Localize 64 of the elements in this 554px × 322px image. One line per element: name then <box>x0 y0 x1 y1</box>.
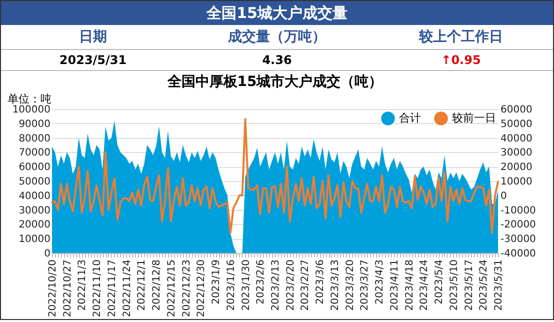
x-tick-label: 2022/12/30 <box>196 260 208 318</box>
x-tick-label: 2023/1/9 <box>211 260 222 304</box>
y2-tick-label: 50000 <box>500 118 532 130</box>
x-tick-label: 2023/5/31 <box>494 260 504 311</box>
x-tick-label: 2023/5/4 <box>434 260 446 304</box>
y-tick-label: 0 <box>44 248 50 260</box>
text: 全国15城大户成交量 <box>1 1 553 25</box>
x-tick-label: 2022/10/20 <box>48 260 58 318</box>
x-tick-label: 2023/5/10 <box>448 260 460 311</box>
x-tick-label: 2023/3/6 <box>315 260 326 304</box>
x-tick-label: 2022/12/23 <box>181 260 192 318</box>
x-tick-label: 2023/1/30 <box>240 260 252 311</box>
text: ↑0.95 <box>440 52 482 69</box>
y-tick-label: 90000 <box>18 118 50 130</box>
y2-tick-label: -30000 <box>500 234 536 246</box>
x-tick-label: 2022/11/24 <box>122 260 133 318</box>
y2-tick-label: -10000 <box>500 205 536 216</box>
text: 较上个工作日 <box>418 28 504 47</box>
y2-tick-label: -40000 <box>500 248 536 260</box>
y-tick-label: 100000 <box>12 104 50 116</box>
x-tick-label: 2023/3/13 <box>330 260 341 311</box>
y2-tick-label: 30000 <box>500 148 532 159</box>
y2-tick-label: 60000 <box>500 104 532 116</box>
x-tick-label: 2022/11/3 <box>77 260 88 311</box>
x-tick-label: 2023/2/27 <box>300 260 312 311</box>
y2-tick-label: 40000 <box>500 133 532 144</box>
x-tick-label: 2023/4/24 <box>419 260 430 311</box>
x-tick-label: 2023/3/20 <box>344 260 356 311</box>
y2-tick-label: 20000 <box>500 162 532 174</box>
y-axis-title: 单位：吨 <box>8 92 52 106</box>
x-tick-label: 2023/3/27 <box>360 260 371 311</box>
y2-tick-label: -20000 <box>500 220 536 231</box>
y-tick-label: 50000 <box>18 176 50 188</box>
x-tick-label: 2023/2/20 <box>285 260 296 311</box>
x-tick-label: 2023/2/6 <box>256 260 267 304</box>
x-tick-label: 2023/5/17 <box>464 260 475 311</box>
x-tick-label: 2023/4/3 <box>374 260 386 304</box>
x-tick-label: 2022/12/1 <box>136 260 148 311</box>
y-tick-label: 30000 <box>18 205 50 216</box>
x-tick-label: 2022/11/17 <box>106 260 118 318</box>
text: 4.36 <box>261 52 293 69</box>
y-tick-label: 60000 <box>18 162 50 174</box>
legend-label: 较前一日 <box>452 111 496 124</box>
x-tick-label: 2023/2/13 <box>270 260 282 311</box>
x-tick-label: 2022/11/10 <box>92 260 104 318</box>
chart-title: 全国中厚板15城市大户成交（吨） <box>166 73 383 90</box>
x-tick-label: 2023/4/18 <box>404 260 416 311</box>
x-tick-label: 2022/12/15 <box>166 260 178 318</box>
y-tick-label: 10000 <box>18 234 50 246</box>
x-tick-label: 2023/1/16 <box>226 260 237 311</box>
y-tick-label: 80000 <box>18 133 50 144</box>
text: 成交量（万吨） <box>226 28 327 47</box>
x-tick-label: 2022/12/8 <box>152 260 163 311</box>
text: 日期 <box>78 28 108 47</box>
y2-tick-label: 0 <box>500 190 507 202</box>
y2-tick-label: 10000 <box>500 176 532 188</box>
x-tick-label: 2022/10/27 <box>62 260 74 318</box>
x-tick-label: 2023/5/24 <box>478 260 490 311</box>
y-tick-label: 20000 <box>18 220 50 231</box>
x-tick-label: 2023/4/11 <box>389 260 400 311</box>
text: 2023/5/31 <box>58 52 128 69</box>
y-tick-label: 70000 <box>18 148 50 159</box>
legend-label: 合计 <box>399 111 421 124</box>
y-tick-label: 40000 <box>18 190 50 202</box>
